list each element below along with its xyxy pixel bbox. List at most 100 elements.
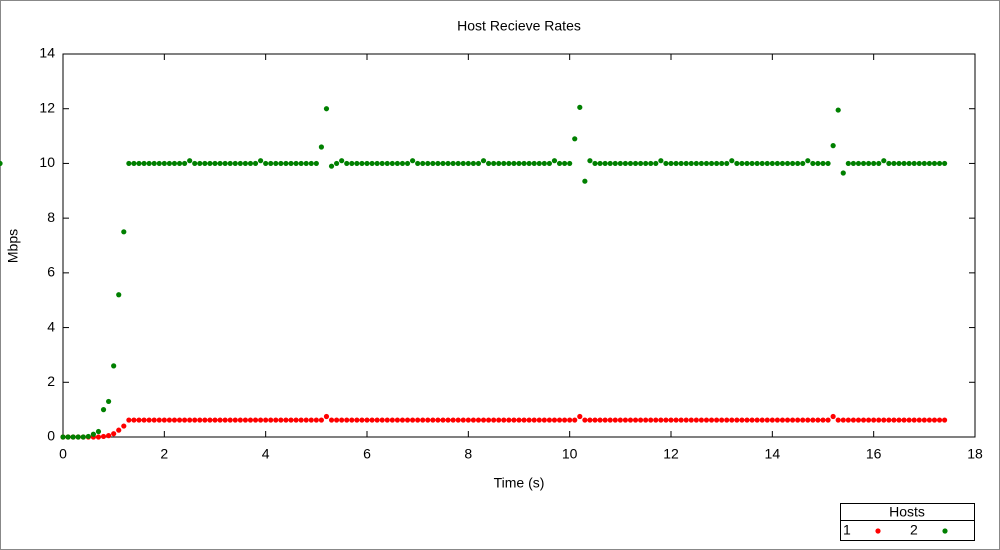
point [936,417,943,423]
point [663,160,669,167]
point [227,160,233,167]
point [901,160,907,167]
point [258,158,264,164]
point [334,160,340,167]
point [587,417,593,423]
point [790,417,796,423]
point [273,160,279,167]
point [445,160,451,167]
point [617,417,623,423]
point [263,160,269,167]
point [247,160,254,167]
point [60,434,66,440]
point [435,160,441,167]
point [354,160,360,167]
point [688,160,694,167]
point [389,160,395,167]
point [242,417,248,423]
point [744,417,750,423]
point [288,160,294,167]
point [85,433,91,440]
point [774,160,781,167]
point [455,160,461,167]
point [369,417,375,423]
point [404,160,411,167]
point [926,417,933,423]
point [222,160,228,167]
point [389,417,395,423]
point [896,160,902,167]
point [501,417,507,423]
point [567,160,573,167]
point [303,417,309,423]
point [263,417,269,423]
x-tick-label: 10 [562,446,578,462]
point [602,160,608,167]
point [222,417,228,423]
point [475,417,482,423]
point [415,160,421,167]
point [805,417,811,423]
x-axis-label: Time (s) [494,475,545,491]
point [399,160,406,167]
point [232,160,238,167]
x-tick-label: 8 [464,446,472,462]
point [364,160,370,167]
point [313,417,319,423]
y-tick-label: 2 [47,373,55,389]
y-tick-label: 8 [47,209,55,225]
point [491,160,497,167]
point [582,417,588,423]
point [161,417,167,423]
point [202,160,208,167]
point [784,417,791,423]
point [896,417,902,423]
x-tick-label: 4 [262,446,270,462]
point [70,434,76,440]
y-tick-label: 12 [39,99,55,115]
point [75,434,81,440]
point [678,160,684,167]
point [845,160,851,167]
point [587,158,593,164]
point [166,160,172,167]
point [744,160,750,167]
plot-border [62,53,976,438]
point [536,160,542,167]
point [653,417,659,423]
point [749,417,755,423]
point [111,363,117,369]
point [805,158,811,164]
point [328,417,335,423]
point [258,417,264,423]
point [739,417,745,423]
point [455,417,461,423]
point [769,417,775,423]
point [815,417,821,423]
y-tick-label: 0 [47,428,55,444]
y-tick-label: 4 [47,318,55,334]
point [303,160,309,167]
point [344,417,350,423]
point [795,160,801,167]
point [318,144,324,150]
point [90,431,96,437]
point [369,160,375,167]
x-tick-label: 14 [765,446,781,462]
legend-marker [875,528,881,534]
point [911,417,917,423]
point [749,160,755,167]
y-axis-label: Mbps [5,229,21,263]
point [551,417,558,423]
point [556,160,563,167]
point [394,160,400,167]
point [212,160,218,167]
point [572,136,578,142]
point [182,160,188,167]
point [612,160,618,167]
point [379,417,385,423]
point [577,413,583,420]
point [465,160,471,167]
point [703,160,710,167]
